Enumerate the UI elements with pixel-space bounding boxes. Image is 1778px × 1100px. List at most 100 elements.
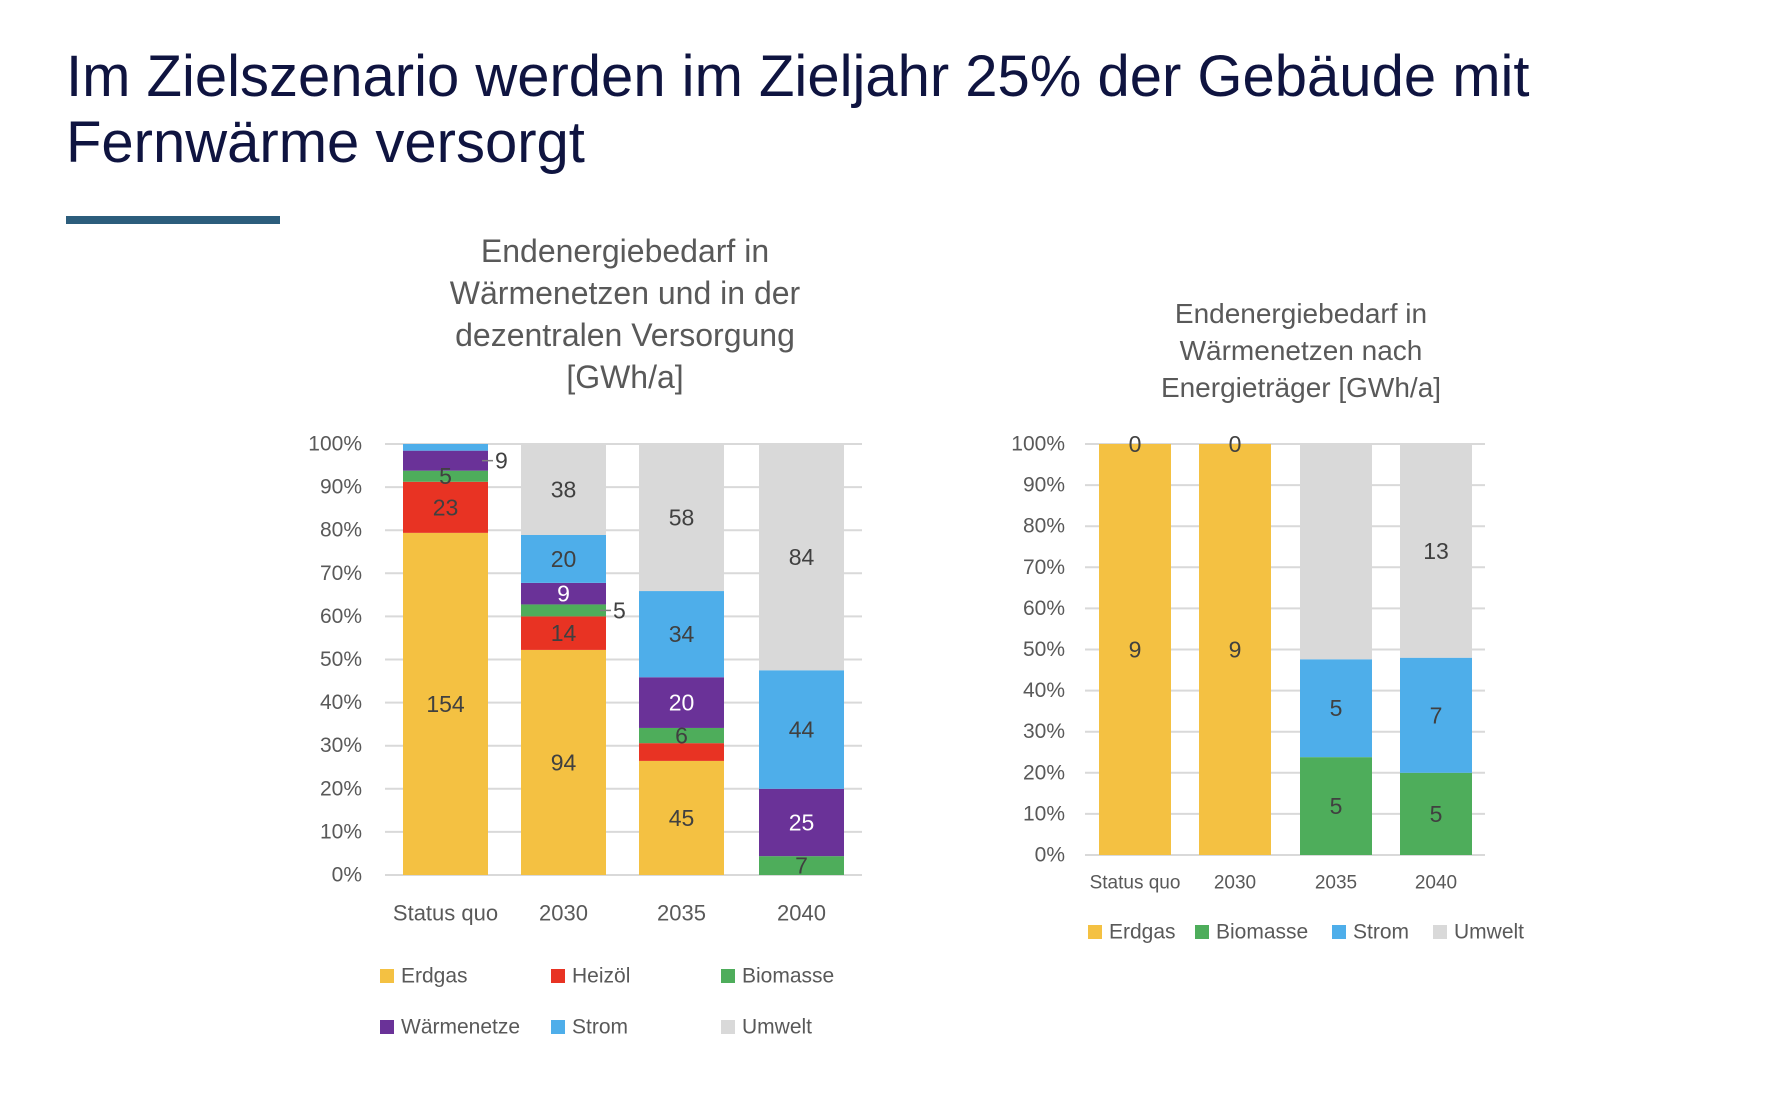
data-label: 84	[789, 544, 815, 570]
data-label: 7	[795, 853, 808, 879]
bar-segment-umwelt	[639, 444, 724, 592]
x-category-label: Status quo	[1090, 873, 1181, 894]
legend-item-strom: Strom	[551, 1016, 628, 1039]
bar-segment-erdgas	[403, 532, 488, 875]
y-tick-label: 90%	[1023, 474, 1065, 497]
legend-item-heizöl: Heizöl	[551, 965, 630, 988]
data-label: 5	[1330, 793, 1343, 819]
x-category-label: Status quo	[393, 901, 498, 926]
y-tick-label: 70%	[1023, 556, 1065, 579]
bar-segment-strom	[403, 444, 488, 451]
legend-item-wärmenetze: Wärmenetze	[380, 1016, 520, 1039]
bar-segment-strom	[759, 670, 844, 789]
bar-segment-erdgas	[1199, 444, 1271, 855]
legend-item-biomasse: Biomasse	[1195, 921, 1308, 944]
legend-swatch	[1195, 925, 1209, 939]
y-tick-label: 0%	[1035, 844, 1065, 867]
y-tick-label: 40%	[320, 691, 362, 714]
y-tick-label: 20%	[1023, 761, 1065, 784]
y-tick-label: 60%	[320, 605, 362, 628]
legend-label: Wärmenetze	[401, 1016, 520, 1039]
bar-segment-heizöl	[639, 743, 724, 761]
legend-swatch	[1088, 925, 1102, 939]
data-label: 34	[669, 621, 695, 647]
legend-label: Heizöl	[572, 965, 630, 988]
bar-segment-wärmenetze	[759, 788, 844, 857]
bar-segment-biomasse	[1400, 772, 1472, 855]
y-tick-label: 10%	[1023, 802, 1065, 825]
legend-item-strom: Strom	[1332, 921, 1409, 944]
legend-swatch	[551, 969, 565, 983]
legend-label: Erdgas	[1109, 921, 1176, 944]
legend-swatch	[1332, 925, 1346, 939]
legend-label: Strom	[1353, 921, 1409, 944]
chart-title-line: Wärmenetzen und in der	[450, 275, 801, 311]
data-label: 5	[1430, 801, 1443, 827]
bar-segment-biomasse	[521, 604, 606, 617]
legend-swatch	[721, 969, 735, 983]
data-label: 9	[495, 448, 508, 474]
chart-title-line: Energieträger [GWh/a]	[1161, 372, 1441, 403]
bar-segment-erdgas	[1099, 444, 1171, 855]
y-tick-label: 100%	[308, 433, 362, 456]
x-category-label: 2040	[1415, 873, 1457, 894]
y-tick-label: 40%	[1023, 679, 1065, 702]
data-label: 9	[1129, 637, 1142, 663]
data-label: 154	[426, 691, 465, 717]
y-tick-label: 100%	[1011, 433, 1065, 456]
x-category-label: 2035	[657, 901, 706, 926]
data-label: 5	[613, 597, 626, 623]
bar-segment-umwelt	[1400, 444, 1472, 658]
data-label: 5	[439, 463, 452, 489]
data-label: 25	[789, 809, 815, 835]
chart-1: Endenergiebedarf in Wärmenetzen und in de…	[308, 233, 862, 1039]
bar-segment-biomasse	[403, 470, 488, 482]
y-tick-label: 50%	[1023, 638, 1065, 661]
bar-segment-wärmenetze	[639, 677, 724, 728]
legend-swatch	[380, 969, 394, 983]
legend-swatch	[721, 1020, 735, 1034]
legend-label: Strom	[572, 1016, 628, 1039]
data-label: 94	[551, 749, 577, 775]
legend-label: Umwelt	[742, 1016, 812, 1039]
chart-title-line: Endenergiebedarf in	[481, 233, 769, 269]
data-label: 45	[669, 805, 695, 831]
data-label: 0	[1229, 431, 1242, 457]
data-label: 14	[551, 620, 577, 646]
legend-label: Biomasse	[742, 965, 834, 988]
y-tick-label: 80%	[320, 519, 362, 542]
y-tick-label: 10%	[320, 820, 362, 843]
bar-segment-heizöl	[403, 481, 488, 533]
x-category-label: 2035	[1315, 873, 1357, 894]
legend-label: Biomasse	[1216, 921, 1308, 944]
bar-segment-wärmenetze	[521, 582, 606, 605]
y-tick-label: 0%	[332, 864, 362, 887]
bar-segment-strom	[1400, 657, 1472, 773]
bar-segment-strom	[639, 591, 724, 678]
y-tick-label: 50%	[320, 648, 362, 671]
bar-segment-umwelt	[1300, 444, 1372, 660]
x-category-label: 2030	[539, 901, 588, 926]
legend-label: Umwelt	[1454, 921, 1524, 944]
chart-2: Endenergiebedarf in Wärmenetzen nach Energ…	[1011, 298, 1524, 944]
chart-title-line: [GWh/a]	[566, 359, 683, 395]
legend-swatch	[1433, 925, 1447, 939]
legend-swatch	[380, 1020, 394, 1034]
data-label: 38	[551, 476, 577, 502]
data-label: 44	[789, 717, 815, 743]
y-tick-label: 30%	[320, 734, 362, 757]
bar-segment-biomasse	[1300, 757, 1372, 855]
data-label: 20	[669, 690, 695, 716]
legend-item-umwelt: Umwelt	[721, 1016, 812, 1039]
bar-segment-strom	[1300, 659, 1372, 758]
y-tick-label: 90%	[320, 476, 362, 499]
y-tick-label: 30%	[1023, 720, 1065, 743]
data-label: 9	[557, 581, 570, 607]
bar-segment-biomasse	[759, 856, 844, 875]
chart-title-line: dezentralen Versorgung	[455, 317, 795, 353]
chart-title-line: Endenergiebedarf in	[1175, 298, 1427, 329]
bar-segment-biomasse	[639, 727, 724, 744]
legend-swatch	[551, 1020, 565, 1034]
title-underline	[66, 216, 280, 224]
